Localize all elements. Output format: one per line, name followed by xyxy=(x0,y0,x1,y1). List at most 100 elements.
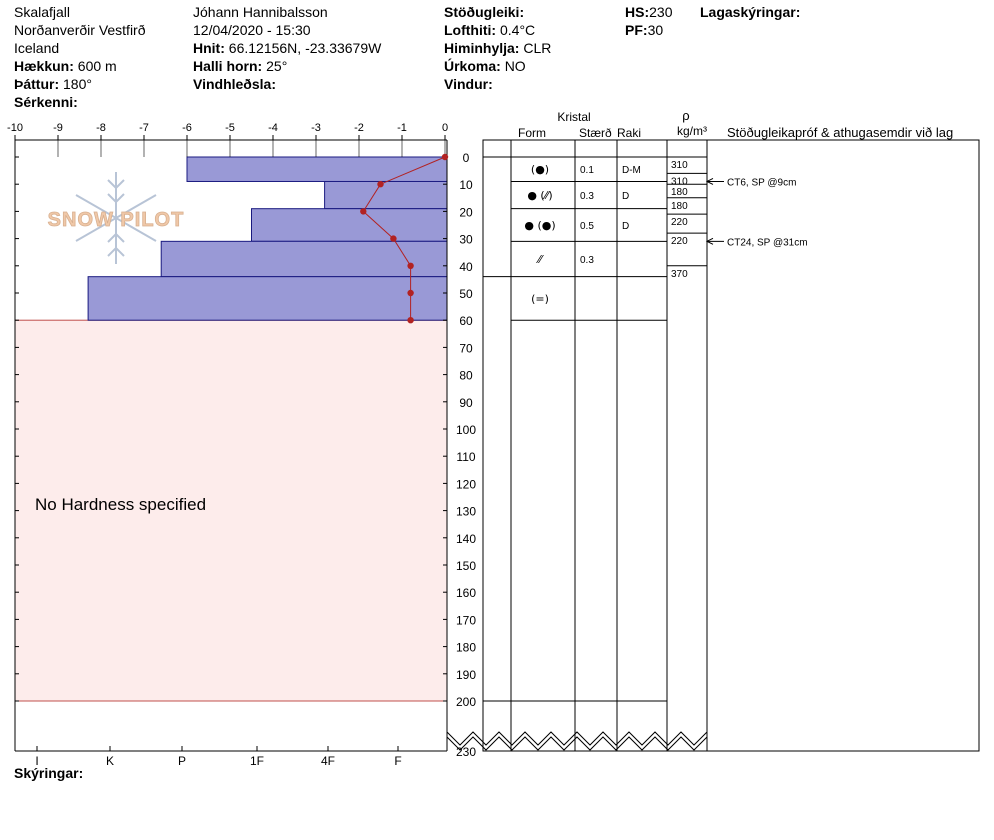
density-value: 370 xyxy=(671,269,688,280)
density-value: 310 xyxy=(671,176,688,187)
depth-tick-label: 30 xyxy=(459,233,473,247)
depth-tick-label: 60 xyxy=(459,314,473,328)
density-value: 220 xyxy=(671,217,688,228)
depth-tick-label: 110 xyxy=(456,450,475,464)
coords-row: Hnit: 66.12156N, -23.33679W xyxy=(193,39,381,57)
hardness-plot: No Hardness specified xyxy=(14,156,448,702)
snowpilot-logo-text: SNOW PILOT xyxy=(48,209,185,231)
depth-tick-label: 170 xyxy=(456,613,476,627)
aspect-row: Þáttur: 180° xyxy=(14,75,146,93)
depth-tick-label: 70 xyxy=(459,341,473,355)
header-col-weather: Stöðugleiki: Lofthiti: 0.4°C Himinhylja:… xyxy=(444,3,551,93)
sky-value: CLR xyxy=(523,40,552,56)
temp-point xyxy=(390,235,397,242)
hardness-tick-label: P xyxy=(178,754,186,768)
depth-tick-label: 0 xyxy=(463,151,470,165)
wind-label: Vindur: xyxy=(444,76,493,92)
location-name: Skalafjall xyxy=(14,4,71,20)
depth-tick-label: 150 xyxy=(456,559,476,573)
density-value: 180 xyxy=(671,201,688,212)
temp-tick-label: -10 xyxy=(7,122,23,134)
temp-tick-label: 0 xyxy=(442,122,448,134)
axis-break-zigzag-2 xyxy=(446,736,708,751)
header-col-observer: Jóhann Hannibalsson 12/04/2020 - 15:30 H… xyxy=(193,3,381,93)
windload-row: Vindhleðsla: xyxy=(193,75,381,93)
pf-label: PF: xyxy=(625,22,648,38)
test-text: CT24, SP @31cm xyxy=(727,237,808,248)
depth-tick-label: 200 xyxy=(456,695,476,709)
layer-form: ● (●) xyxy=(524,219,555,232)
airtemp-label: Lofthiti: xyxy=(444,22,497,38)
sky-label: Himinhylja: xyxy=(444,40,520,56)
density-header-unit: kg/m³ xyxy=(677,124,707,138)
table-frame xyxy=(482,139,980,752)
hs-row: HS:230 xyxy=(625,3,672,21)
hardness-bar xyxy=(324,180,448,210)
depth-tick-label: 190 xyxy=(456,668,476,682)
depth-tick-label: 100 xyxy=(456,423,476,437)
layer-size: 0.3 xyxy=(580,255,594,266)
test-text: CT6, SP @9cm xyxy=(727,177,796,188)
aspect-label: Þáttur: xyxy=(14,76,60,92)
elevation-value: 600 m xyxy=(77,58,117,74)
depth-tick-label: 90 xyxy=(459,396,473,410)
depth-tick-label: 160 xyxy=(456,586,476,600)
sky-row: Himinhylja: CLR xyxy=(444,39,551,57)
depth-bottom-label: 230 xyxy=(456,745,476,759)
temp-point xyxy=(377,181,384,188)
temp-tick-label: -5 xyxy=(225,122,235,134)
temp-tick-label: -7 xyxy=(139,122,149,134)
temp-point xyxy=(407,289,414,297)
layer-form: (=) xyxy=(531,292,549,305)
slope-row: Halli horn: 25° xyxy=(193,57,381,75)
observation-datetime: 12/04/2020 - 15:30 xyxy=(193,22,311,38)
hardness-bar xyxy=(160,240,448,278)
size-header: Stærð xyxy=(579,126,612,140)
temperature-profile xyxy=(360,153,449,324)
layer-form: ⁄⁄ xyxy=(535,253,544,266)
temp-tick-label: -8 xyxy=(96,122,106,134)
hs-label: HS: xyxy=(625,4,650,20)
coords-label: Hnit: xyxy=(193,40,225,56)
layer-form: (●) xyxy=(531,163,549,176)
stability-row: Stöðugleiki: xyxy=(444,3,551,21)
temp-depth-axes: -10 -9 -8 -7 -6 -5 -4 -3 -2 -1 0010203040506070809… xyxy=(7,122,708,768)
layer-size: 0.5 xyxy=(580,221,594,232)
hardness-tick-label: I xyxy=(35,754,38,768)
windload-label: Vindhleðsla: xyxy=(193,76,276,92)
depth-tick-label: 180 xyxy=(456,641,476,655)
header-col-location: Skalafjall Norðanverðir Vestfirð Iceland… xyxy=(14,3,146,111)
hardness-bar xyxy=(251,208,448,242)
slope-value: 25° xyxy=(266,58,288,74)
test-arrow-head xyxy=(705,178,714,185)
temp-point xyxy=(441,153,449,161)
test-arrow-head xyxy=(705,237,714,245)
pf-row: PF:30 xyxy=(625,21,672,39)
country-name: Iceland xyxy=(14,40,60,56)
features-row: Sérkenni: xyxy=(14,93,146,111)
moisture-header: Raki xyxy=(617,126,641,140)
temp-point xyxy=(407,317,414,324)
layer-form: ● (⁄⁄) xyxy=(527,189,552,202)
hardness-tick-label: 4F xyxy=(321,754,335,768)
stability-label: Stöðugleiki: xyxy=(444,4,525,20)
density-value: 180 xyxy=(671,187,688,198)
pf-value: 30 xyxy=(647,22,664,38)
observer-name: Jóhann Hannibalsson xyxy=(193,4,328,20)
layer-table: Kristal Form Stærð Raki ρkg/m³ Stöðugleikapró… xyxy=(482,108,980,752)
layer-moisture: D xyxy=(622,191,629,202)
region-name: Norðanverðir Vestfirð xyxy=(14,22,146,38)
legend-label: Skýringar: xyxy=(14,765,84,781)
depth-tick-label: 80 xyxy=(459,369,473,383)
layer-size: 0.3 xyxy=(580,191,594,202)
features-label: Sérkenni: xyxy=(14,94,78,110)
precip-value: NO xyxy=(504,58,526,74)
temp-tick-label: -6 xyxy=(182,122,192,134)
density-value: 310 xyxy=(671,160,688,171)
depth-tick-label: 10 xyxy=(459,178,473,192)
elevation-row: Hækkun: 600 m xyxy=(14,57,146,75)
aspect-value: 180° xyxy=(63,76,92,92)
layer-notes-label: Lagaskýringar: xyxy=(700,4,801,20)
temp-tick-label: -3 xyxy=(311,122,321,134)
